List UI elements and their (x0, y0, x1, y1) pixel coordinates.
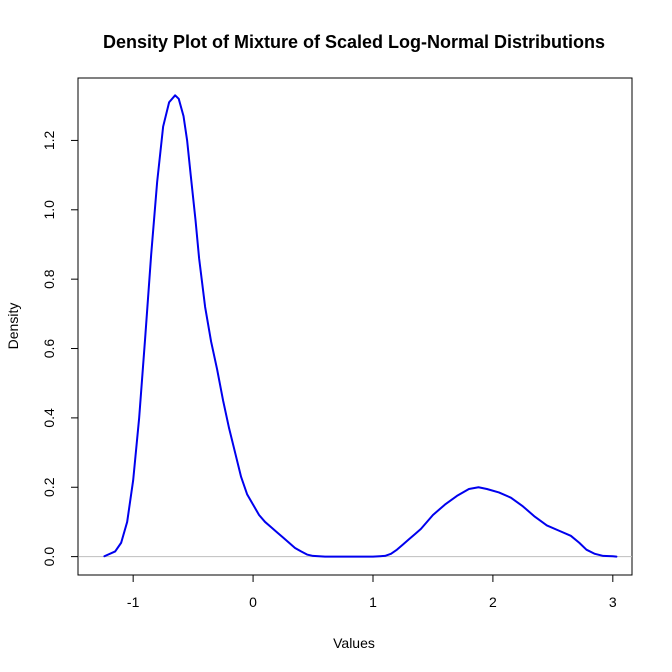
x-tick-label: 3 (609, 594, 617, 610)
y-tick-label: 0.4 (41, 408, 57, 428)
y-tick-label: 0.2 (41, 477, 57, 497)
density-curve (103, 94, 618, 558)
y-tick-label: 0.6 (41, 339, 57, 359)
x-tick-label: 1 (369, 594, 377, 610)
y-tick-label: 0.8 (41, 269, 57, 289)
plot-area: -1 0 1 2 3 0.0 0.2 0.4 0.6 0.8 1.0 1.2 (41, 77, 633, 610)
chart-title: Density Plot of Mixture of Scaled Log-No… (103, 32, 605, 52)
y-tick-label: 0.0 (41, 547, 57, 567)
y-tick-label: 1.2 (41, 130, 57, 150)
x-tick-label: 0 (249, 594, 257, 610)
x-tick-label: 2 (489, 594, 497, 610)
x-axis-label: Values (333, 635, 375, 651)
y-axis-label: Density (5, 303, 21, 350)
y-tick-label: 1.0 (41, 200, 57, 220)
x-tick-label: -1 (127, 594, 140, 610)
